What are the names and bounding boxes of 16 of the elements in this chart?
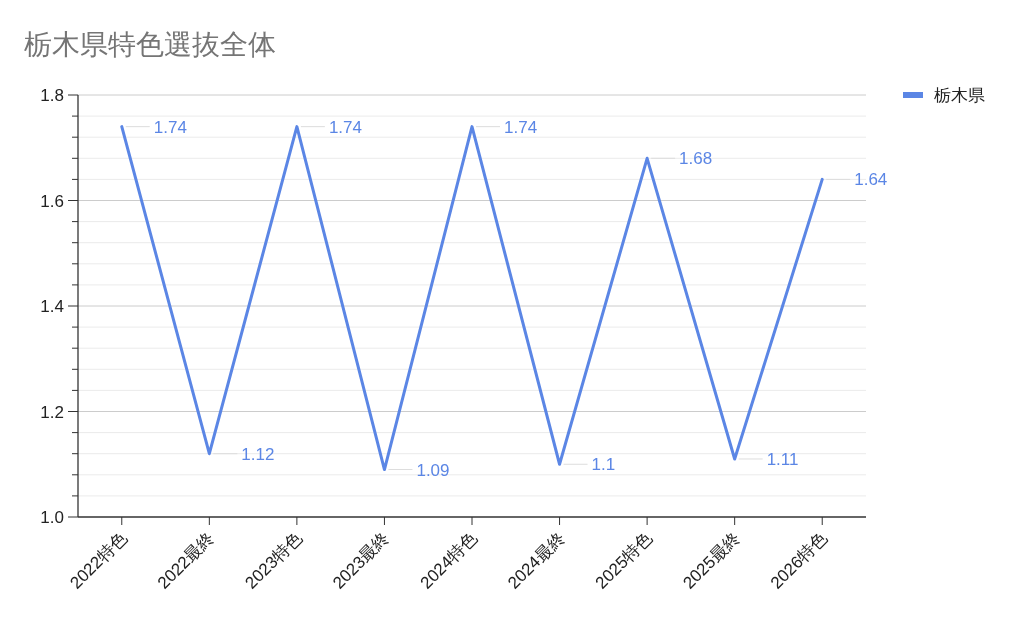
data-label: 1.74 (328, 117, 362, 137)
y-tick-label: 1.8 (40, 86, 64, 105)
data-label: 1.1 (591, 455, 616, 475)
y-tick-label: 1.2 (40, 402, 64, 422)
data-label: 1.11 (766, 449, 799, 469)
chart-title: 栃木県特色選抜全体 (24, 29, 276, 60)
y-tick-label: 1.6 (40, 191, 64, 211)
legend-label: 栃木県 (934, 86, 985, 105)
y-tick-label: 1.0 (40, 508, 64, 527)
data-label: 1.64 (854, 170, 888, 190)
data-label: 1.12 (241, 444, 275, 464)
data-label: 1.74 (153, 117, 187, 137)
data-label: 1.09 (416, 460, 450, 480)
y-tick-label: 1.4 (40, 297, 64, 316)
data-label: 1.68 (679, 149, 713, 169)
data-label: 1.74 (504, 117, 538, 137)
